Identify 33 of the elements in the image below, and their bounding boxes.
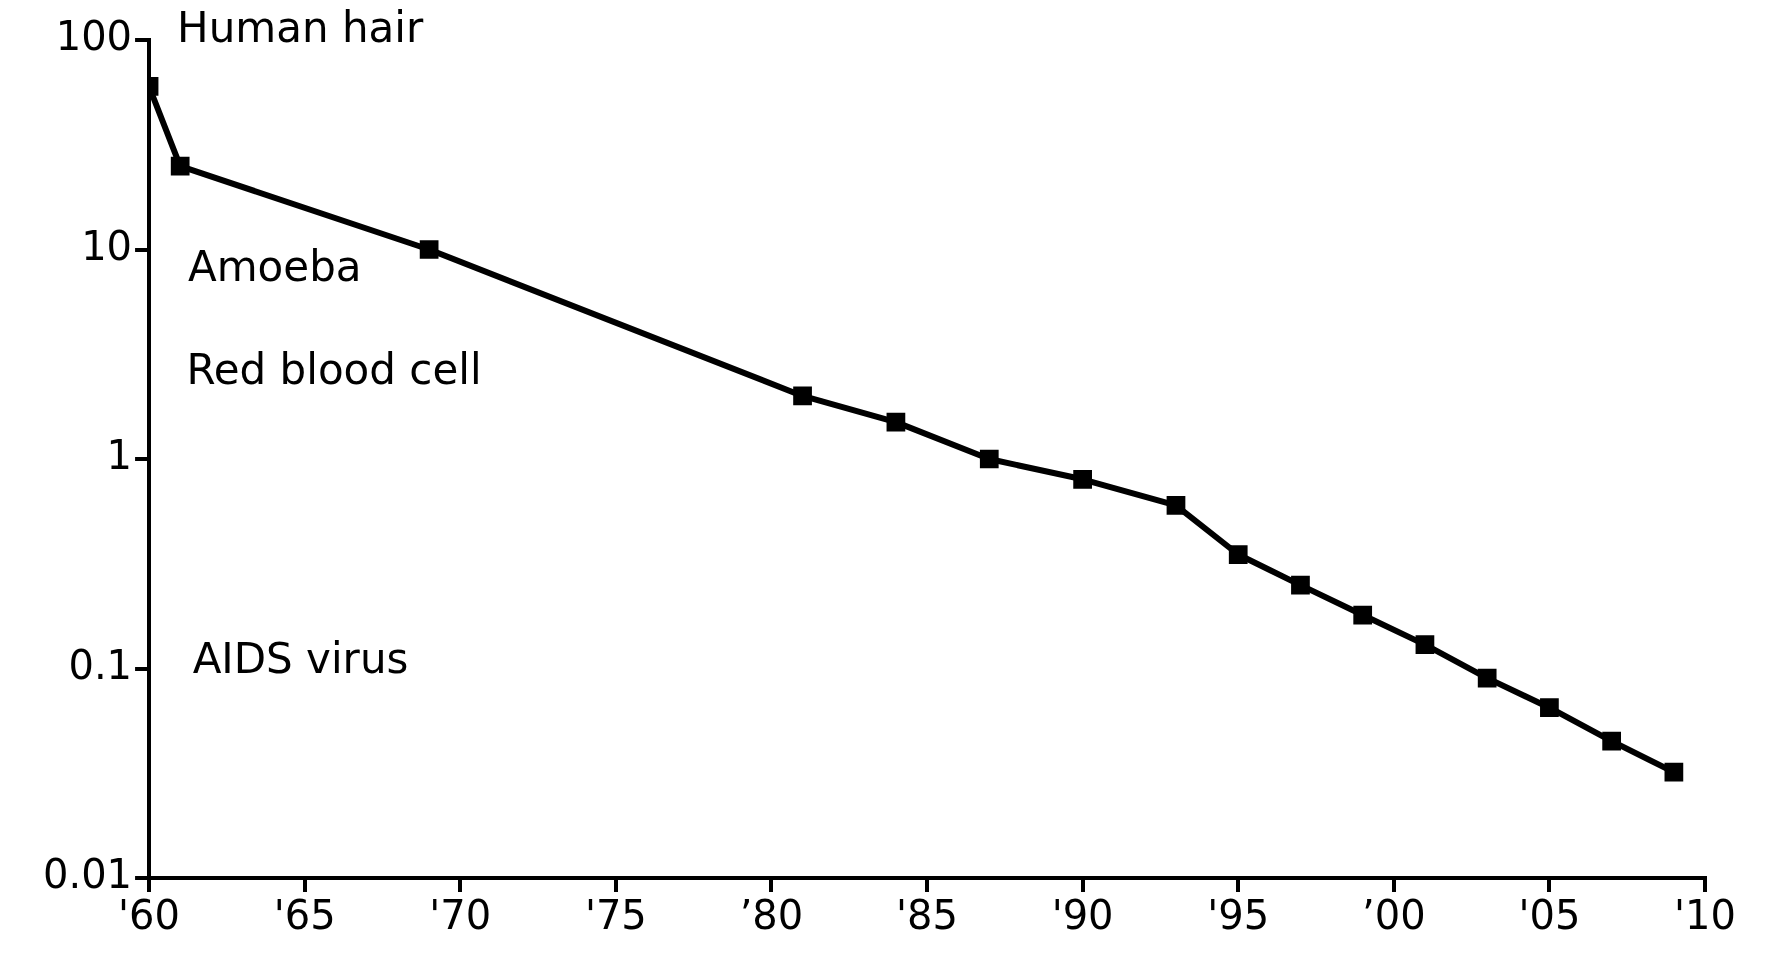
- point: [1415, 635, 1435, 654]
- x-tick-label: '95: [1207, 892, 1270, 939]
- point: [1228, 545, 1248, 564]
- point: [793, 386, 812, 406]
- point: [1353, 605, 1373, 625]
- x-tick-label: '85: [896, 892, 958, 939]
- point: [1602, 731, 1622, 751]
- point: [1291, 575, 1310, 595]
- x-tick-label: '10: [1674, 892, 1736, 939]
- point: [1664, 762, 1684, 782]
- x-tick-label: '05: [1518, 892, 1581, 939]
- x-tick-label: '65: [273, 892, 336, 939]
- annotation: AIDS virus: [192, 633, 409, 683]
- point: [1166, 496, 1186, 515]
- x-tick-label: ’80: [739, 892, 804, 939]
- point: [1540, 698, 1559, 718]
- point: [979, 449, 999, 469]
- point: [419, 240, 439, 259]
- x-tick-label: ’00: [1362, 892, 1426, 939]
- point: [886, 412, 906, 432]
- x-tick-label: '70: [429, 892, 492, 939]
- point: [1073, 469, 1092, 489]
- x-tick-label: '90: [1051, 892, 1114, 939]
- y-tick-label: 100: [55, 13, 133, 60]
- y-tick-label: 0.1: [68, 641, 133, 688]
- x-tick-label: '75: [584, 892, 647, 939]
- y-tick-label: 1: [106, 432, 133, 479]
- annotation: Human hair: [177, 2, 424, 52]
- y-tick-label: 10: [81, 222, 133, 269]
- annotation: Red blood cell: [186, 345, 482, 395]
- annotation: Amoeba: [187, 242, 362, 292]
- point: [1477, 668, 1497, 688]
- point: [170, 156, 190, 176]
